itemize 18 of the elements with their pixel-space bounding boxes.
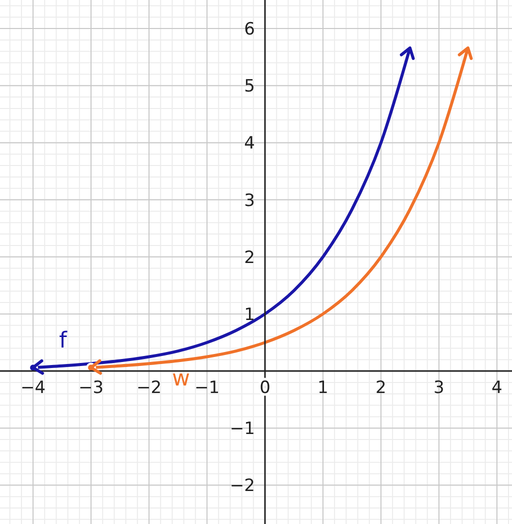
x-tick-label: 4	[492, 378, 502, 398]
x-tick-label: 3	[434, 378, 444, 398]
y-tick-label: 1	[244, 304, 255, 325]
x-tick-label: 1	[318, 378, 328, 398]
y-tick-label: 4	[244, 134, 255, 154]
x-tick-label: −2	[136, 378, 162, 398]
y-tick-label: −2	[230, 476, 255, 496]
x-tick-label: −1	[194, 378, 220, 398]
series-label: w	[172, 366, 190, 392]
y-tick-label: 3	[244, 190, 255, 211]
series-label: f	[59, 328, 68, 354]
x-tick-label: 2	[376, 378, 386, 398]
y-tick-label: −1	[230, 419, 255, 440]
x-tick-label: −3	[78, 378, 104, 398]
y-tick-label: 5	[244, 76, 255, 97]
x-tick-label: −4	[20, 378, 46, 398]
y-tick-label: 2	[244, 248, 255, 268]
y-tick-label: 6	[244, 20, 255, 40]
